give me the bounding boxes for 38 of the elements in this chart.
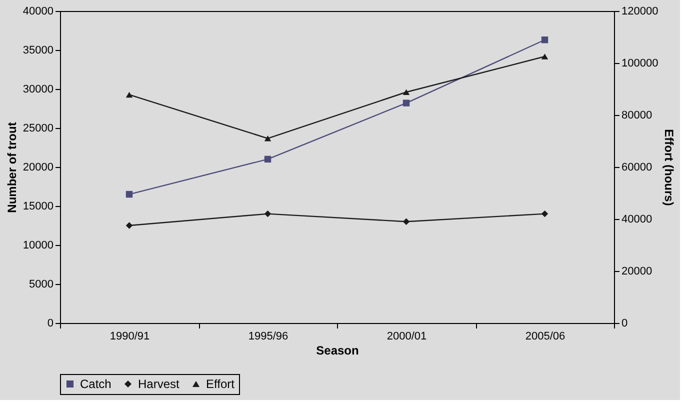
point (264, 210, 272, 218)
y2-axis-title: Effort (hours) (662, 129, 676, 206)
x-tick-label: 2000/01 (386, 330, 427, 342)
y-tick-label: 5000 (29, 278, 54, 290)
point (402, 89, 410, 96)
x-tick-label: 2005/06 (525, 330, 566, 342)
point (541, 54, 548, 60)
legend-label: Catch (80, 377, 112, 391)
x-tick-label: 1995/96 (248, 330, 288, 342)
point (126, 190, 133, 198)
point (541, 36, 548, 44)
y-tick-label: 25000 (22, 122, 54, 134)
x-axis-title: Season (316, 344, 359, 358)
y2-tick-label: 60000 (622, 162, 652, 174)
y2-tick-label: 120000 (622, 6, 658, 18)
legend-label: Effort (206, 377, 236, 391)
y2-tick-label: 80000 (622, 110, 652, 122)
y-tick-label: 40000 (22, 6, 54, 18)
y2-tick-label: 0 (622, 318, 628, 330)
point (541, 210, 548, 218)
point (126, 222, 133, 229)
y-tick-label: 0 (47, 318, 54, 330)
legend-label: Harvest (138, 377, 180, 391)
y-tick-label: 20000 (22, 162, 54, 174)
y-tick-label: 10000 (22, 240, 54, 252)
y2-tick-label: 20000 (622, 266, 652, 278)
y2-tick-label: 100000 (622, 58, 658, 70)
y-tick-label: 35000 (22, 44, 54, 56)
point (126, 92, 133, 98)
point (402, 100, 410, 106)
y-tick-label: 30000 (22, 84, 54, 96)
point (402, 218, 410, 225)
y2-tick-label: 40000 (622, 214, 652, 226)
y-tick-label: 15000 (22, 200, 54, 212)
x-tick-label: 1990/91 (110, 330, 150, 342)
point (264, 156, 272, 163)
y-axis-title: Number of trout (4, 122, 19, 213)
point (264, 135, 272, 142)
